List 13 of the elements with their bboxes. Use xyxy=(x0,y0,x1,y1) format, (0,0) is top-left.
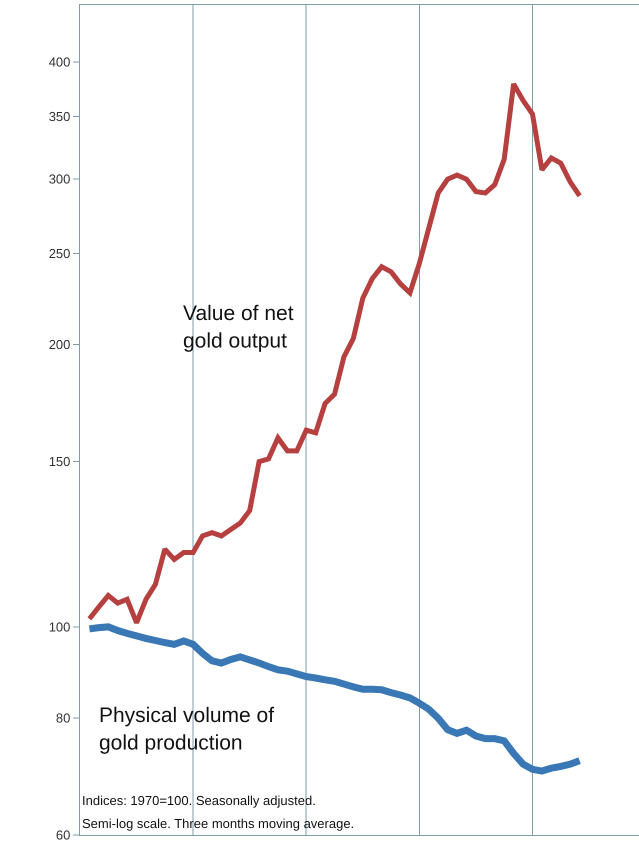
y-tick-label: 150 xyxy=(48,454,70,470)
y-tick-label: 350 xyxy=(48,108,70,124)
y-tick-label: 100 xyxy=(48,619,70,634)
y-tick-label: 80 xyxy=(56,710,70,726)
text: Value of net gold output xyxy=(183,302,294,352)
y-tick-label: 400 xyxy=(48,54,70,70)
series-label: Physical volume of gold production xyxy=(99,704,274,754)
y-tick-label: 300 xyxy=(48,172,70,187)
y-tick-label: 200 xyxy=(48,336,70,352)
annotation: Semi-log scale. Three months moving average. xyxy=(82,816,354,831)
annotation: Indices: 1970=100. Seasonally adjusted. xyxy=(82,793,316,808)
y-tick-label: 60 xyxy=(56,828,70,843)
y-tick-label: 250 xyxy=(48,246,70,262)
